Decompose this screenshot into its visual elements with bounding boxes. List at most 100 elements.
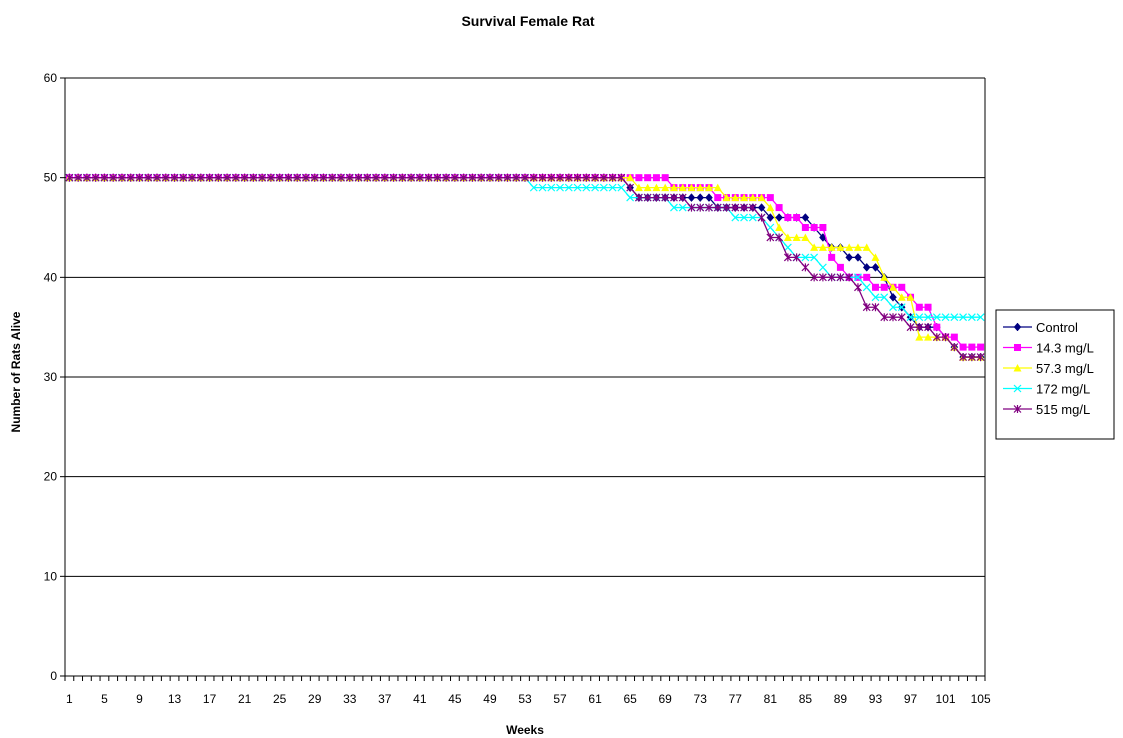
series-marker <box>889 313 897 322</box>
series-marker <box>810 243 819 251</box>
legend-entry: 172 mg/L <box>1003 382 1090 397</box>
series-marker <box>634 183 643 192</box>
series-marker <box>705 203 713 212</box>
series-marker <box>906 293 915 301</box>
series-marker <box>827 243 836 251</box>
series-marker <box>345 173 354 182</box>
series-marker <box>266 173 275 182</box>
series-marker <box>967 353 976 362</box>
series-marker <box>538 183 547 192</box>
series-marker <box>880 283 888 291</box>
series-marker <box>845 253 854 262</box>
series-marker <box>626 173 635 182</box>
axes: 0 10 20 30 40 50 60 1 5 9 13 17 21 25 29 33 37 41 45 49 53 57… <box>44 71 991 706</box>
series-marker <box>959 353 968 362</box>
legend-entry: Control <box>1003 320 1078 335</box>
series-marker <box>424 173 433 182</box>
series-marker <box>836 243 845 251</box>
x-tick-label: 61 <box>588 692 602 706</box>
x-tick-label: 29 <box>308 692 322 706</box>
series <box>65 173 985 362</box>
series-marker <box>74 173 83 182</box>
series-marker <box>652 193 661 202</box>
series-marker <box>275 173 284 182</box>
series-marker <box>854 273 862 282</box>
series-marker <box>626 183 635 192</box>
series-marker <box>328 173 337 182</box>
series-marker <box>626 193 635 202</box>
series-marker <box>731 213 740 222</box>
series-marker <box>415 173 424 182</box>
series-marker <box>179 173 188 182</box>
series-marker <box>661 183 670 192</box>
series-marker <box>1013 322 1022 332</box>
series-marker <box>109 173 118 182</box>
legend-label: 515 mg/L <box>1036 402 1090 417</box>
series-marker <box>696 183 705 192</box>
x-tick-label: 49 <box>483 692 497 706</box>
series-marker <box>950 343 959 352</box>
series-marker <box>853 243 862 251</box>
series-marker <box>477 173 486 182</box>
series-marker <box>828 253 836 261</box>
series-marker <box>1013 384 1022 393</box>
series-marker <box>608 183 617 192</box>
series-marker <box>959 343 967 351</box>
series-marker <box>950 333 958 341</box>
series-marker <box>564 183 573 192</box>
series-marker <box>591 173 600 182</box>
x-tick-label: 57 <box>553 692 567 706</box>
series-marker <box>906 323 915 332</box>
series-marker <box>818 263 827 272</box>
series-marker <box>836 263 844 271</box>
series-marker <box>836 273 845 282</box>
series-marker <box>556 173 564 182</box>
series-marker <box>810 253 819 262</box>
series-marker <box>897 303 906 312</box>
series-marker <box>547 173 556 182</box>
series-marker <box>977 343 985 351</box>
series-marker <box>705 183 713 192</box>
series-marker <box>827 273 836 282</box>
legend-entry: 14.3 mg/L <box>1003 341 1094 356</box>
series <box>65 173 985 361</box>
series-marker <box>740 203 748 212</box>
series-marker <box>687 193 696 202</box>
series-line <box>69 177 981 358</box>
series-marker <box>924 303 932 311</box>
series-marker <box>889 292 897 302</box>
series-marker <box>1014 344 1021 351</box>
series-marker <box>897 313 906 322</box>
series-marker <box>293 173 302 182</box>
x-tick-label: 105 <box>971 692 991 706</box>
series-marker <box>924 323 932 332</box>
y-tick-label: 40 <box>44 270 58 284</box>
series-marker <box>924 313 932 322</box>
x-tick-label: 93 <box>869 692 883 706</box>
series-marker <box>783 233 792 241</box>
series-marker <box>793 214 801 222</box>
series-marker <box>91 173 100 182</box>
legend-entry: 57.3 mg/L <box>1003 361 1094 376</box>
series-marker <box>775 204 783 212</box>
series-marker <box>188 173 196 182</box>
series-marker <box>818 273 827 282</box>
series-marker <box>126 173 135 182</box>
series-marker <box>722 193 731 202</box>
series-marker <box>582 173 591 182</box>
series-marker <box>678 193 687 202</box>
series-marker <box>906 313 915 322</box>
series-marker <box>573 173 582 182</box>
series-marker <box>915 333 924 341</box>
series-marker <box>486 173 494 182</box>
series-marker <box>845 273 854 282</box>
series-marker <box>302 173 310 182</box>
series-marker <box>433 173 442 182</box>
series-marker <box>319 173 328 182</box>
series-marker <box>880 313 889 322</box>
series-marker <box>924 333 933 341</box>
series-marker <box>398 173 407 182</box>
series-marker <box>941 313 950 322</box>
y-axis-title: Number of Rats Alive <box>9 311 23 432</box>
series-marker <box>231 173 240 182</box>
